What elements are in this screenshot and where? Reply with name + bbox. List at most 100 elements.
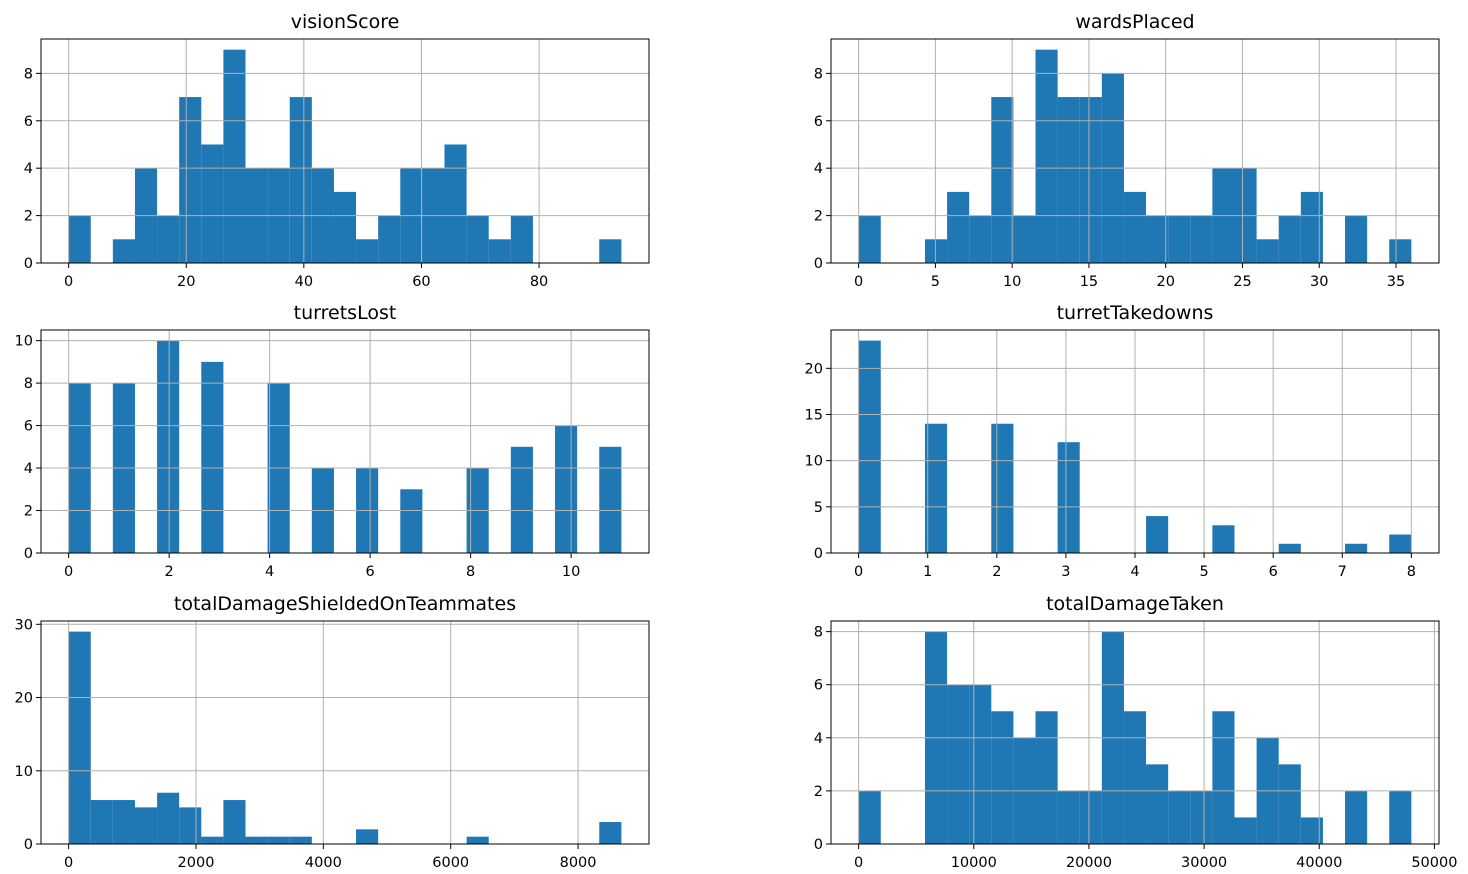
histogram-bar [289,836,312,844]
histogram-bar [289,97,312,264]
histogram-bar [267,836,290,844]
histogram-bar [488,239,511,263]
x-tick-label: 80 [530,274,548,290]
y-axis-ticks: 0 2 4 6 8 [24,66,41,272]
y-tick-label: 4 [24,161,33,177]
x-axis-ticks: 0 1 2 3 4 5 6 7 8 [854,553,1416,580]
axes-frame [40,329,650,554]
histogram-bar [201,836,224,844]
chart-title: totalDamageShieldedOnTeammates [174,593,516,615]
y-tick-label: 0 [24,256,33,272]
y-axis-ticks: 0 2 4 6 8 10 [15,334,41,562]
histogram-bar [1035,711,1058,844]
chart-title: visionScore [291,11,400,33]
x-axis-ticks: 0 10000 20000 30000 40000 50000 [854,844,1457,871]
x-tick-label: 4 [1130,564,1139,580]
y-axis-ticks: 0 2 4 6 8 [814,66,831,272]
x-tick-label: 4 [265,564,274,580]
y-tick-label: 0 [24,546,33,562]
histogram-bar [599,822,622,844]
histogram-bar [1300,191,1323,263]
histogram-bar [969,215,992,263]
x-tick-label: 1 [923,564,932,580]
x-axis-ticks: 0 20 40 60 80 [64,263,548,290]
histogram-bar [1123,191,1147,263]
y-axis-ticks: 0 2 4 6 8 [814,625,831,853]
histogram-bar [599,446,622,553]
histogram-bar [466,215,489,263]
histogram-bar [1345,790,1368,844]
y-tick-label: 0 [814,256,823,272]
bars [68,631,622,844]
bars [68,49,622,264]
histogram-bar [1234,817,1257,844]
histogram-bar [444,144,467,263]
histogram-bar [924,423,948,553]
y-tick-label: 6 [24,419,33,435]
y-tick-label: 15 [805,407,823,423]
histogram-bar [1389,534,1412,553]
axes-frame [830,38,1440,264]
histogram-bar [112,800,135,844]
x-tick-label: 30 [1310,274,1328,290]
x-tick-label: 10000 [951,855,997,871]
histogram-bar [400,489,423,553]
x-tick-label: 6000 [432,855,469,871]
histogram-bar [68,631,91,844]
histogram-bar [1057,442,1080,553]
histogram-bar [223,49,246,263]
y-axis-ticks: 0 10 20 30 [15,617,41,853]
x-tick-label: 2 [992,564,1001,580]
histogram-bar [1278,543,1301,553]
histogram-bar [179,97,202,264]
histogram-bar [179,807,202,844]
x-tick-label: 20 [1156,274,1174,290]
y-tick-label: 0 [814,837,823,853]
histogram-bar [510,446,533,553]
histogram-bar [1123,711,1147,844]
histogram-bar [157,215,180,263]
histogram-panel-totalDamageShieldedOnTeammates: totalDamageShieldedOnTeammates 0 2000 4000… [15,593,650,871]
gridlines [831,330,1439,554]
histogram-bar [1212,711,1235,844]
x-tick-label: 0 [854,855,863,871]
histogram-bar [991,711,1014,844]
histogram-bar [68,215,91,263]
bars [68,340,622,553]
x-tick-label: 60 [412,274,430,290]
x-tick-label: 0 [64,274,73,290]
histogram-bar [1212,525,1235,553]
histogram-bar [157,792,180,844]
x-tick-label: 6 [366,564,375,580]
x-tick-label: 8 [1407,564,1416,580]
x-tick-label: 2000 [178,855,215,871]
x-tick-label: 0 [64,564,73,580]
chart-title: turretsLost [294,302,397,324]
histogram-bar [223,800,246,844]
histogram-bar [201,361,224,553]
histogram-bar [858,790,881,844]
histogram-bar [1146,516,1169,553]
axes-frame [40,38,650,264]
histogram-bar [510,215,533,263]
histogram-bar [157,340,180,553]
histogram-bar [466,836,489,844]
x-axis-ticks: 0 2 4 6 8 10 [64,553,580,580]
histogram-bar [1035,49,1058,263]
x-axis-ticks: 0 2000 4000 6000 8000 [64,844,597,871]
axes-frame [40,620,650,845]
histogram-bar [1013,215,1036,263]
bars [858,49,1412,264]
y-tick-label: 6 [814,114,823,130]
histogram-bar [991,97,1014,264]
chart-title: wardsPlaced [1075,11,1194,33]
y-tick-label: 6 [814,678,823,694]
y-tick-label: 4 [24,461,33,477]
x-tick-label: 0 [854,564,863,580]
histogram-bar [1079,790,1102,844]
histogram-bar [1146,764,1169,844]
histogram-panel-visionScore: visionScore 0 20 40 60 80 0 2 4 6 8 [24,11,650,290]
histogram-bar [1057,790,1080,844]
y-tick-label: 8 [24,66,33,82]
